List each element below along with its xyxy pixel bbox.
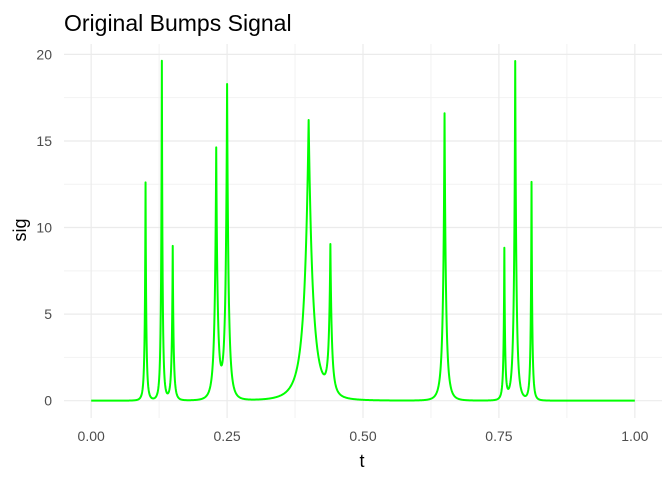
x-tick-label: 0.00	[78, 428, 105, 444]
y-tick-label: 0	[44, 393, 52, 409]
x-tick-label: 0.25	[213, 428, 240, 444]
y-tick-label: 20	[36, 46, 52, 62]
x-axis-ticks: 0.00 0.25 0.50 0.75 1.00	[78, 428, 649, 444]
x-tick-label: 0.50	[349, 428, 376, 444]
chart-title: Original Bumps Signal	[64, 10, 292, 36]
y-axis-title: sig	[10, 218, 30, 241]
plot-grid	[64, 44, 662, 418]
y-tick-label: 10	[36, 220, 52, 236]
x-tick-label: 1.00	[621, 428, 648, 444]
y-axis-ticks: 0 5 10 15 20	[36, 46, 52, 408]
x-tick-label: 0.75	[485, 428, 512, 444]
x-axis-title: t	[359, 451, 364, 471]
y-tick-label: 15	[36, 133, 52, 149]
series-line	[90, 59, 636, 402]
y-tick-label: 5	[44, 306, 52, 322]
